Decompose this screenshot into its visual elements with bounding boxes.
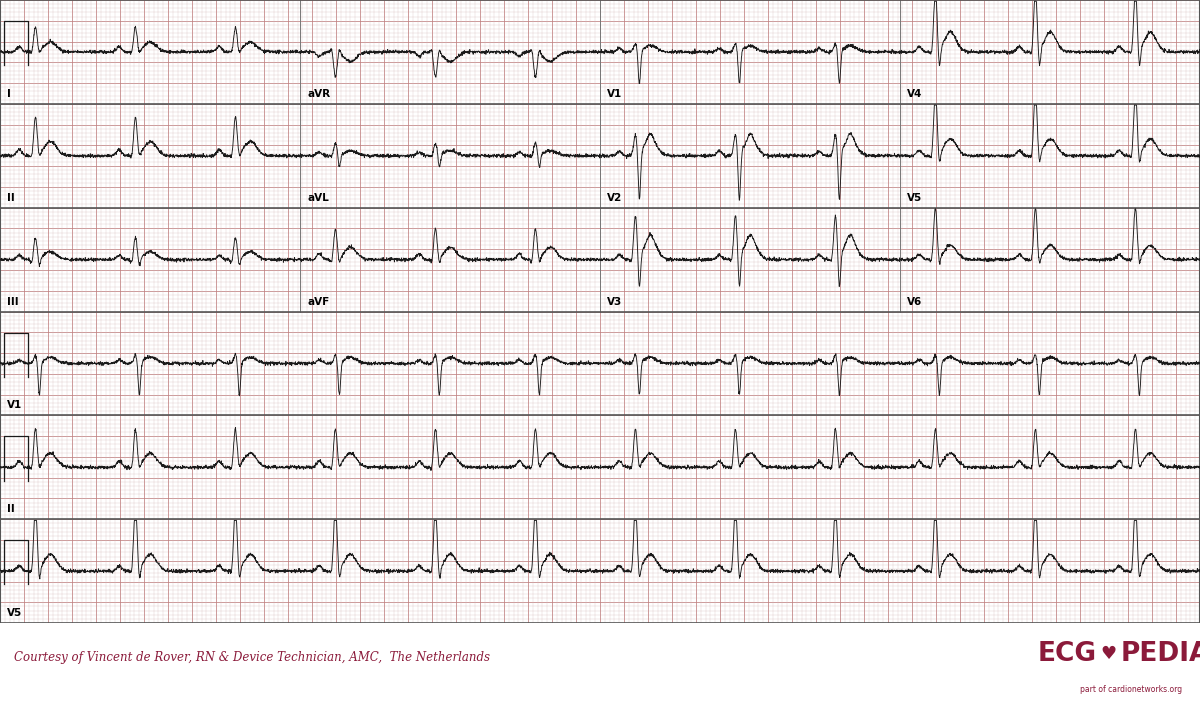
Text: PEDIA.ORG: PEDIA.ORG <box>1121 641 1200 667</box>
Text: II: II <box>7 193 14 203</box>
Text: part of cardionetworks.org: part of cardionetworks.org <box>1080 685 1182 694</box>
Text: aVF: aVF <box>307 296 330 306</box>
Text: II: II <box>7 504 14 514</box>
Text: ECG: ECG <box>1038 641 1097 667</box>
Text: V1: V1 <box>7 401 23 410</box>
Text: III: III <box>7 296 19 306</box>
Text: V3: V3 <box>607 296 623 306</box>
Text: V6: V6 <box>907 296 923 306</box>
Text: aVR: aVR <box>307 89 330 99</box>
Text: aVL: aVL <box>307 193 329 203</box>
Text: Courtesy of Vincent de Rover, RN & Device Technician, AMC,  The Netherlands: Courtesy of Vincent de Rover, RN & Devic… <box>14 650 491 664</box>
Text: V5: V5 <box>907 193 923 203</box>
Text: V2: V2 <box>607 193 623 203</box>
Text: I: I <box>7 89 11 99</box>
Text: V5: V5 <box>7 608 23 618</box>
Text: V4: V4 <box>907 89 923 99</box>
Text: ♥: ♥ <box>1100 645 1116 662</box>
Text: V1: V1 <box>607 89 623 99</box>
